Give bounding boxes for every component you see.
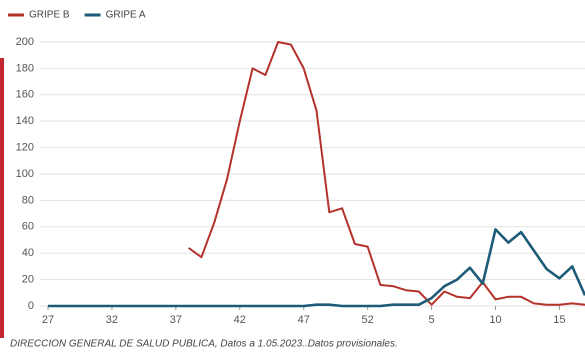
- x-tick-label: 47: [298, 314, 310, 326]
- x-tick-label: 37: [170, 314, 182, 326]
- y-tick-label: 80: [22, 194, 34, 206]
- x-tick-label: 10: [489, 314, 501, 326]
- y-tick-label: 120: [16, 141, 34, 153]
- x-tick-label: 27: [42, 314, 54, 326]
- y-tick-label: 180: [16, 62, 34, 74]
- x-tick-label: 42: [234, 314, 246, 326]
- legend-label: GRIPE A: [106, 10, 146, 21]
- y-tick-label: 100: [16, 168, 34, 180]
- footnote: DIRECCION GENERAL DE SALUD PUBLICA, Dato…: [10, 339, 398, 350]
- y-tick-label: 160: [16, 89, 34, 101]
- y-tick-label: 200: [16, 36, 34, 48]
- y-tick-label: 140: [16, 115, 34, 127]
- y-tick-label: 20: [22, 274, 34, 286]
- side-accent: [0, 58, 4, 338]
- x-tick-label: 15: [553, 314, 565, 326]
- legend-label: GRIPE B: [29, 10, 70, 21]
- y-tick-label: 0: [28, 300, 34, 312]
- x-tick-label: 52: [362, 314, 374, 326]
- series-line: [188, 41, 585, 306]
- y-tick-label: 60: [22, 221, 34, 233]
- series-line: [48, 228, 585, 308]
- x-tick-label: 5: [429, 314, 435, 326]
- x-tick-label: 32: [106, 314, 118, 326]
- y-tick-label: 40: [22, 247, 34, 259]
